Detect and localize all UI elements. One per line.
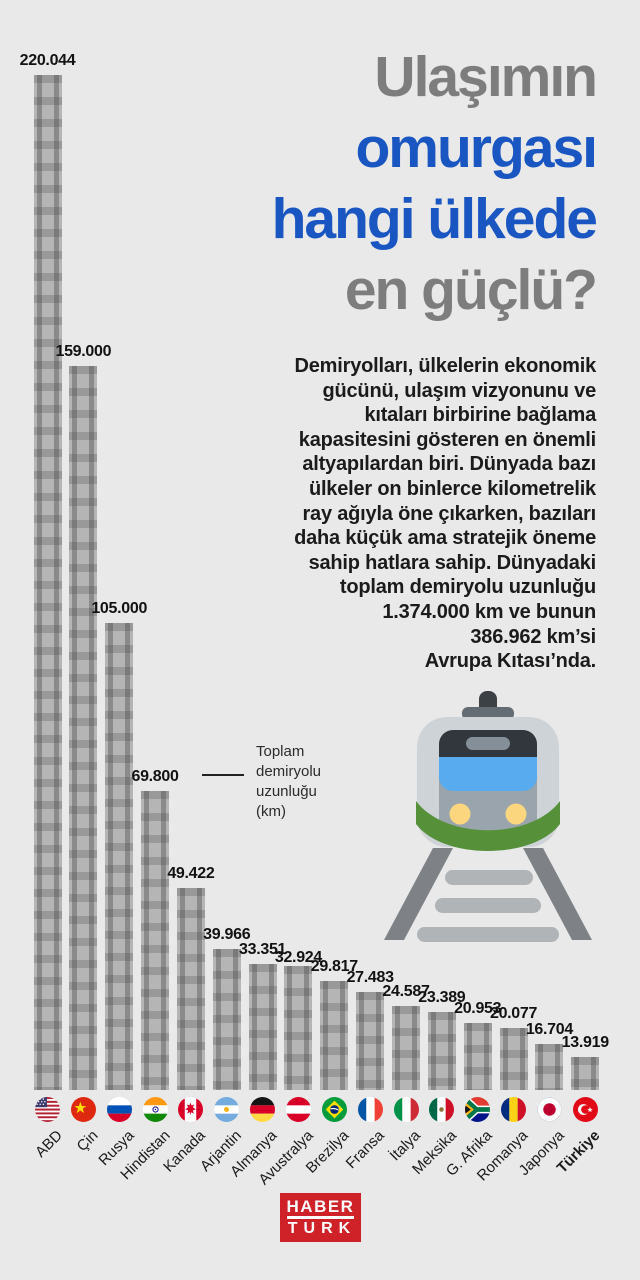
flag-icon-de	[250, 1097, 276, 1122]
bar-value-label: 69.800	[131, 768, 179, 785]
bar-value-label: 159.000	[55, 343, 112, 360]
flag-icon-us	[35, 1097, 60, 1122]
bar-Almanya	[248, 964, 277, 1090]
bar-ABD	[33, 75, 62, 1090]
bar-Çin	[69, 366, 98, 1090]
intro-line: 1.374.000 km ve bunun	[382, 600, 596, 623]
flag-icon-jp	[536, 1097, 562, 1122]
bar-Fransa	[356, 992, 385, 1090]
title-line: omurgası	[355, 116, 598, 180]
bar-Romanya	[499, 1028, 528, 1090]
bar-value-label: 29.817	[310, 958, 358, 975]
bar-Rusya	[105, 623, 134, 1090]
bar-Türkiye	[571, 1057, 600, 1090]
bar-G. Afrika	[463, 1023, 492, 1090]
logo-line-1: HABER	[286, 1198, 355, 1219]
bar-Arjantin	[212, 949, 241, 1090]
flag-icon-fr	[357, 1097, 383, 1122]
intro-line: altyapılardan biri. Dünyada bazı	[302, 453, 596, 476]
intro-line: daha küçük ama stratejik öneme	[294, 527, 596, 550]
country-label: Çin	[73, 1127, 102, 1155]
bar-value-label: 20.077	[489, 1005, 538, 1022]
intro-paragraph: Demiryolları, ülkelerin ekonomik gücünü, …	[294, 354, 596, 674]
intro-line: gücünü, ulaşım vizyonunu ve	[322, 379, 596, 402]
intro-line: toplam demiryolu uzunluğu	[339, 576, 596, 599]
bar-Hindistan	[141, 791, 170, 1090]
bar-value-label: 33.351	[239, 941, 287, 958]
bar-value-label: 27.483	[346, 969, 394, 986]
bar-İtalya	[392, 1006, 420, 1090]
title-line: en güçlü?	[344, 258, 598, 322]
flag-icon-za	[465, 1097, 491, 1122]
logo-line-2: TURK	[287, 1220, 357, 1237]
flag-icon-ca	[178, 1097, 204, 1122]
axis-annotation-label: Toplam demiryolu uzunluğu (km)	[256, 743, 322, 820]
flag-icon-cn	[70, 1097, 96, 1122]
annotation-callout-line	[202, 774, 244, 776]
flag-icon-mx	[429, 1097, 455, 1122]
bar-value-label: 39.966	[203, 926, 251, 943]
title-line: hangi ülkede	[271, 187, 598, 251]
flag-icon-at	[285, 1097, 311, 1122]
intro-line: Demiryolları, ülkelerin ekonomik	[294, 355, 597, 377]
bar-value-label: 105.000	[91, 600, 148, 617]
intro-line: kıtaları birbirine bağlama	[364, 404, 596, 427]
bar-value-label: 220.044	[19, 52, 76, 69]
flag-icon-br	[321, 1097, 347, 1122]
bar-value-label: 20.953	[454, 1000, 502, 1017]
flag-icon-ru	[106, 1097, 132, 1122]
page-title: Ulaşımın omurgası hangi ülkede en güçlü?	[271, 42, 598, 326]
country-label: ABD	[31, 1127, 66, 1161]
flag-icon-ro	[501, 1097, 527, 1122]
intro-line: ülkeler on binlerce kilometrelik	[308, 477, 596, 500]
intro-line: 386.962 km’si	[470, 625, 596, 648]
title-line: Ulaşımın	[374, 45, 598, 109]
intro-line: kapasitesini gösteren en önemli	[298, 428, 596, 451]
intro-line: ray ağıyla öne çıkarken, bazıları	[302, 502, 596, 525]
bar-value-label: 13.919	[561, 1034, 609, 1051]
train-icon	[383, 688, 598, 946]
bar-value-label: 24.587	[382, 983, 430, 1000]
flag-icon-ar	[214, 1097, 240, 1122]
flag-icon-in	[142, 1097, 168, 1122]
bar-Brezilya	[320, 981, 349, 1090]
haberturk-logo: HABER TURK	[280, 1193, 361, 1242]
bar-Avustralya	[284, 966, 313, 1090]
flag-icon-tr	[572, 1097, 598, 1122]
flag-icon-it	[393, 1097, 419, 1122]
bar-value-label: 23.389	[418, 989, 466, 1006]
intro-line: Avrupa Kıtası’nda.	[424, 650, 596, 673]
bar-value-label: 32.924	[274, 949, 322, 966]
country-label: Fransa	[343, 1127, 389, 1173]
bar-value-label: 16.704	[525, 1021, 573, 1038]
bar-Meksika	[427, 1012, 456, 1090]
bar-Japonya	[535, 1044, 564, 1090]
bar-value-label: 49.422	[167, 865, 215, 882]
bar-Kanada	[176, 888, 205, 1090]
intro-line: sahip hatlara sahip. Dünyadaki	[308, 551, 597, 574]
